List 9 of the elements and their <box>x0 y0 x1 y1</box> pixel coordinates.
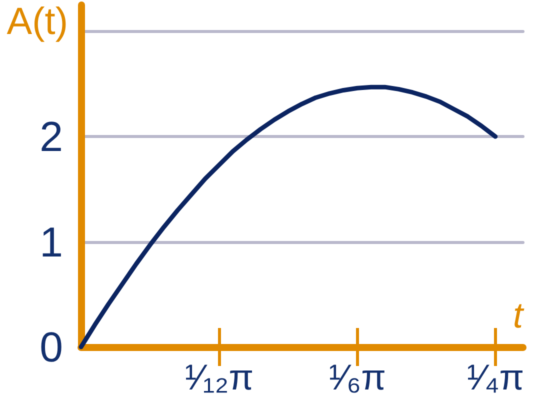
x-axis-title: t <box>512 294 525 336</box>
y-tick-label: 2 <box>40 113 63 160</box>
y-tick-label: 1 <box>40 218 63 266</box>
y-tick-label: 0 <box>40 324 63 370</box>
x-tick-label: ¹⁄₆π <box>328 356 386 398</box>
y-axis-title: A(t) <box>6 1 68 43</box>
line-series <box>78 84 498 350</box>
x-tick-label: ¹⁄₁₂π <box>184 356 254 398</box>
x-tick-label: ¹⁄₄π <box>466 356 524 398</box>
